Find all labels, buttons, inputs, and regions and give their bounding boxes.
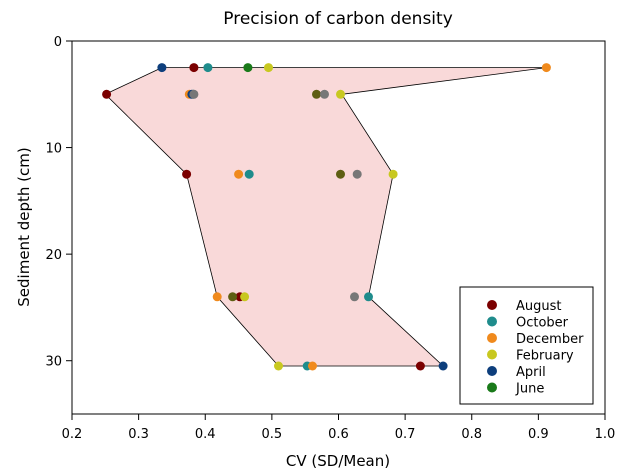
points-layer — [102, 63, 551, 371]
data-point — [240, 292, 250, 302]
data-point — [203, 63, 213, 73]
data-point — [336, 89, 345, 99]
data-point — [312, 89, 321, 99]
data-point — [243, 63, 253, 73]
legend-marker — [487, 382, 497, 393]
data-point — [157, 63, 167, 73]
legend-marker — [487, 366, 497, 376]
data-point — [228, 292, 238, 302]
x-tick-label: 0.5 — [262, 427, 283, 442]
legend-marker — [487, 333, 497, 343]
x-tick-label: 0.2 — [62, 427, 83, 442]
data-point — [320, 89, 329, 99]
legend-marker — [487, 300, 497, 310]
data-point — [274, 361, 283, 371]
y-tick-label: 30 — [45, 355, 62, 370]
data-point — [336, 169, 345, 179]
data-point — [102, 89, 112, 99]
chart-title: Precision of carbon density — [223, 9, 453, 29]
x-tick-label: 1.0 — [595, 427, 616, 442]
x-tick-label: 0.6 — [328, 427, 349, 442]
x-axis-label: CV (SD/Mean) — [286, 452, 390, 470]
data-point — [244, 169, 254, 179]
legend-label: August — [516, 299, 562, 314]
legend-marker — [487, 316, 497, 327]
data-point — [352, 169, 362, 179]
legend-label: June — [515, 382, 544, 397]
data-point — [438, 361, 448, 371]
x-tick-label: 0.8 — [461, 427, 482, 442]
data-point — [415, 361, 425, 371]
x-tick-label: 0.9 — [528, 427, 549, 442]
legend-label: October — [516, 316, 569, 331]
data-point — [350, 292, 359, 302]
y-axis-label: Sediment depth (cm) — [15, 147, 33, 306]
data-point — [264, 63, 273, 73]
legend-label: December — [516, 332, 584, 347]
data-point — [308, 361, 317, 371]
data-point — [364, 292, 373, 302]
legend-marker — [487, 349, 497, 360]
data-point — [189, 63, 199, 73]
legend-label: April — [516, 365, 546, 380]
data-point — [212, 292, 222, 302]
data-point — [234, 169, 244, 179]
y-tick-label: 0 — [54, 35, 62, 50]
legend-label: February — [516, 349, 574, 364]
legend-box — [459, 286, 594, 405]
y-tick-label: 20 — [45, 248, 62, 263]
x-tick-label: 0.3 — [128, 427, 149, 442]
data-point — [388, 169, 398, 179]
y-axis: 0 10 20 30 — [45, 35, 72, 370]
data-point — [182, 169, 192, 179]
x-tick-label: 0.7 — [395, 427, 416, 442]
x-axis: 0.2 0.3 0.4 0.5 0.6 0.7 0.8 0.9 1.0 — [62, 414, 616, 442]
y-tick-label: 10 — [45, 142, 62, 157]
x-tick-label: 0.4 — [195, 427, 216, 442]
data-point — [541, 63, 551, 73]
data-point — [189, 89, 199, 99]
